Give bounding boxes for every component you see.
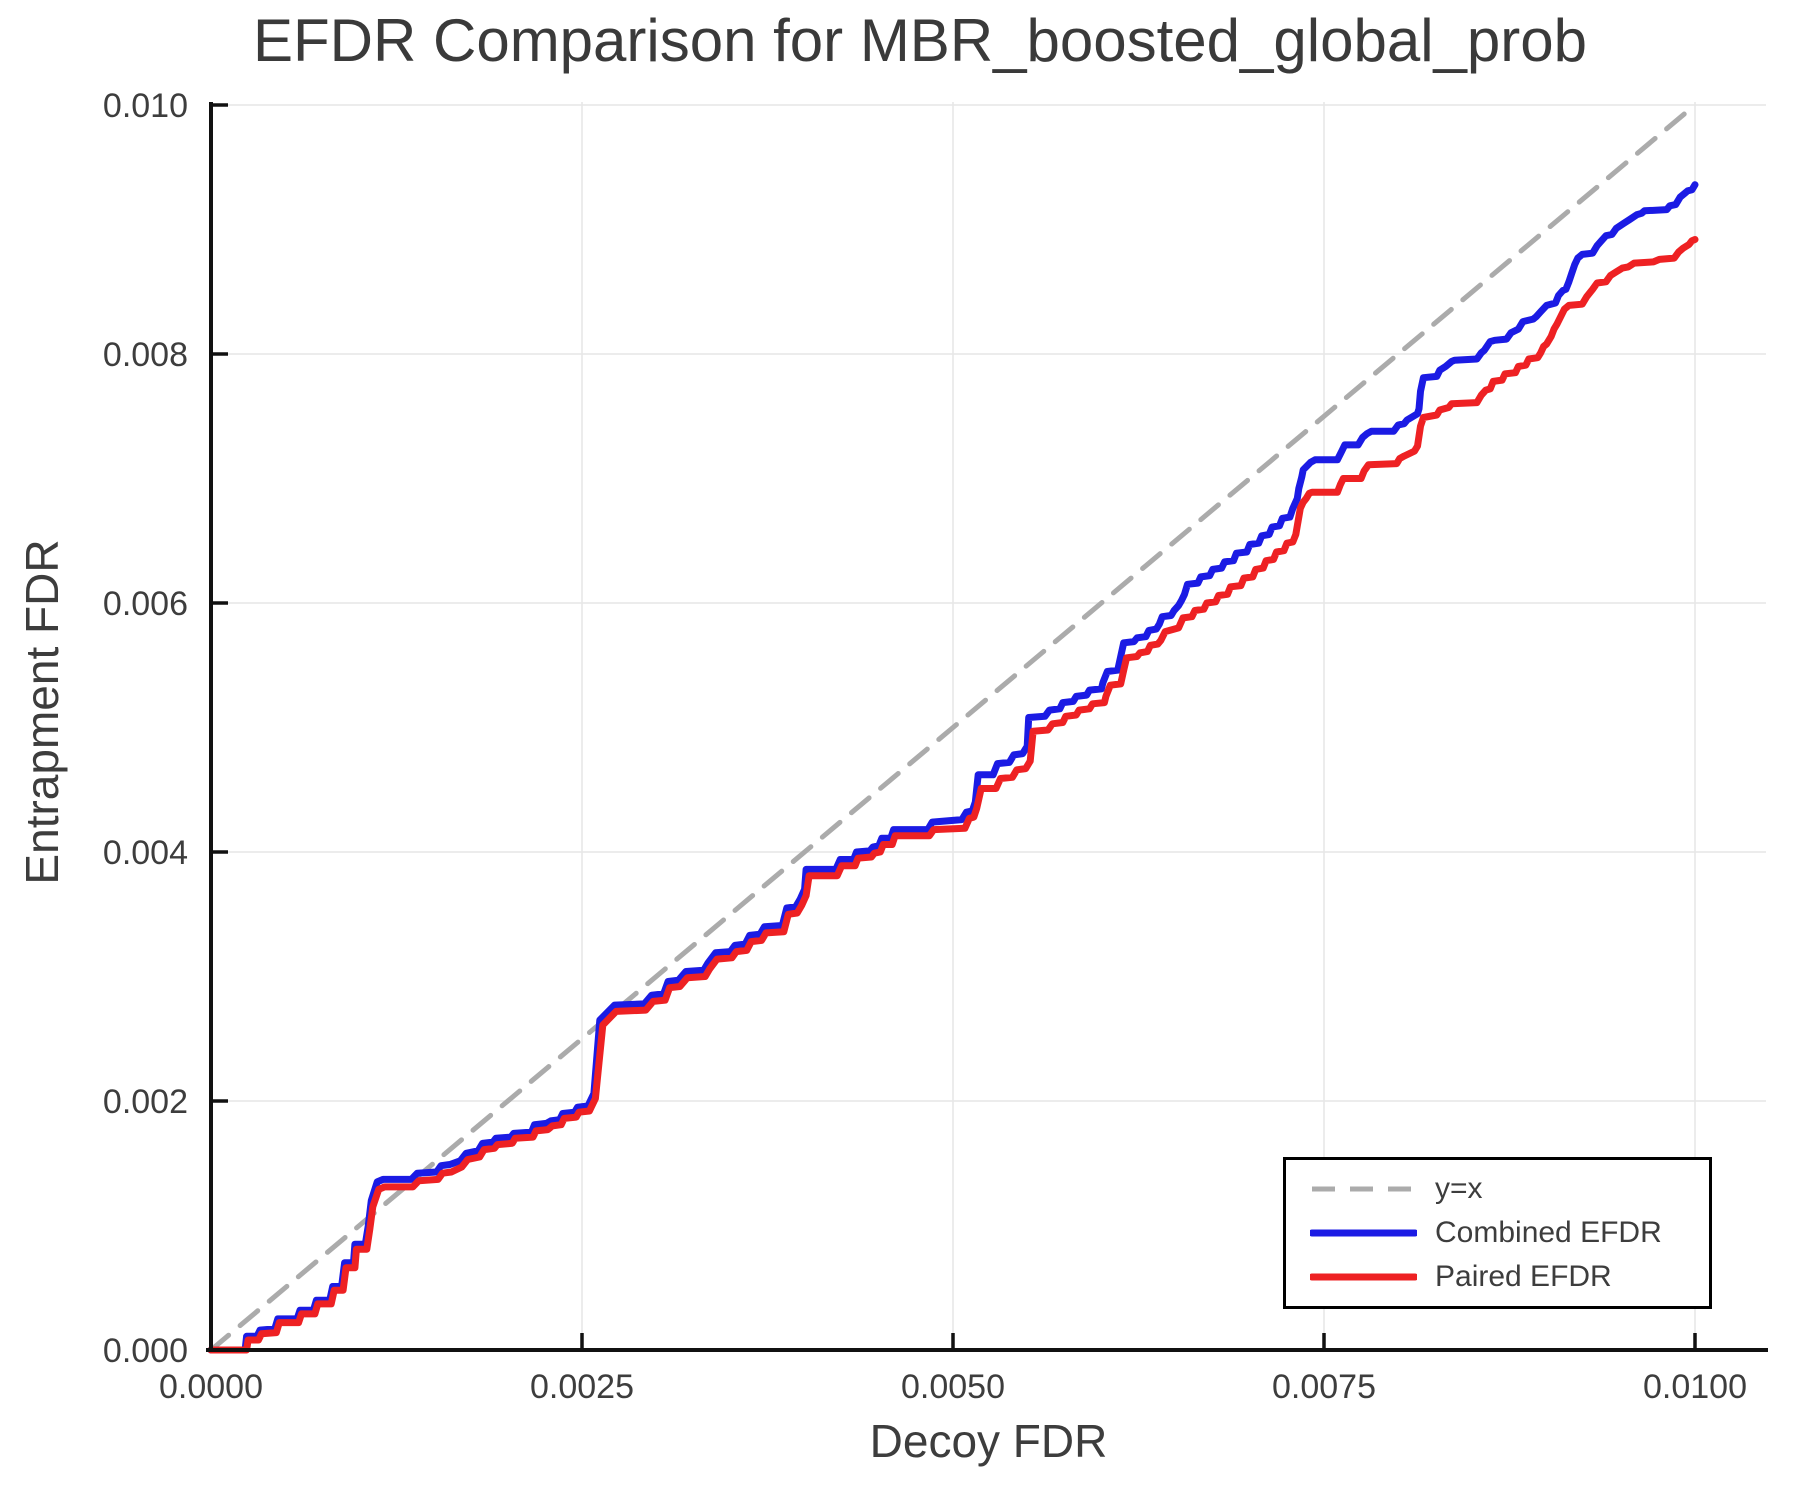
legend-swatch-y-x [1312,1186,1415,1192]
legend-label-combined-efdr: Combined EFDR [1435,1216,1662,1249]
y-axis-label: Entrapment FDR [16,539,68,885]
x-tick-label: 0.0000 [159,1368,263,1406]
legend-item-y-x: y=x [1310,1170,1709,1208]
legend-item-paired-efdr: Paired EFDR [1310,1258,1709,1296]
series-line-paired-efdr [207,236,1699,1354]
y-tick-label: 0.006 [103,585,188,623]
y-tick-label: 0.000 [103,1332,188,1370]
legend-item-combined-efdr: Combined EFDR [1310,1214,1709,1252]
y-tick-label: 0.004 [103,834,188,872]
legend: y=x Combined EFDR Paired EFDR [1283,1157,1712,1309]
legend-label-paired-efdr: Paired EFDR [1435,1260,1612,1293]
y-tick-label: 0.010 [103,87,188,125]
legend-swatch-paired-efdr [1310,1273,1417,1281]
series-line-combined-efdr [207,181,1699,1354]
series-line-y-x [208,102,1698,1353]
x-tick-label: 0.0050 [901,1368,1005,1406]
x-tick-label: 0.0025 [530,1368,634,1406]
legend-label-y-x: y=x [1435,1172,1483,1205]
legend-swatch-combined-efdr [1310,1229,1417,1237]
x-tick-label: 0.0075 [1272,1368,1376,1406]
y-tick-label: 0.008 [103,336,188,374]
x-tick-label: 0.0100 [1643,1368,1747,1406]
chart-title: EFDR Comparison for MBR_boosted_global_p… [252,7,1588,74]
y-tick-label: 0.002 [103,1083,188,1121]
x-axis-label: Decoy FDR [869,1415,1108,1467]
